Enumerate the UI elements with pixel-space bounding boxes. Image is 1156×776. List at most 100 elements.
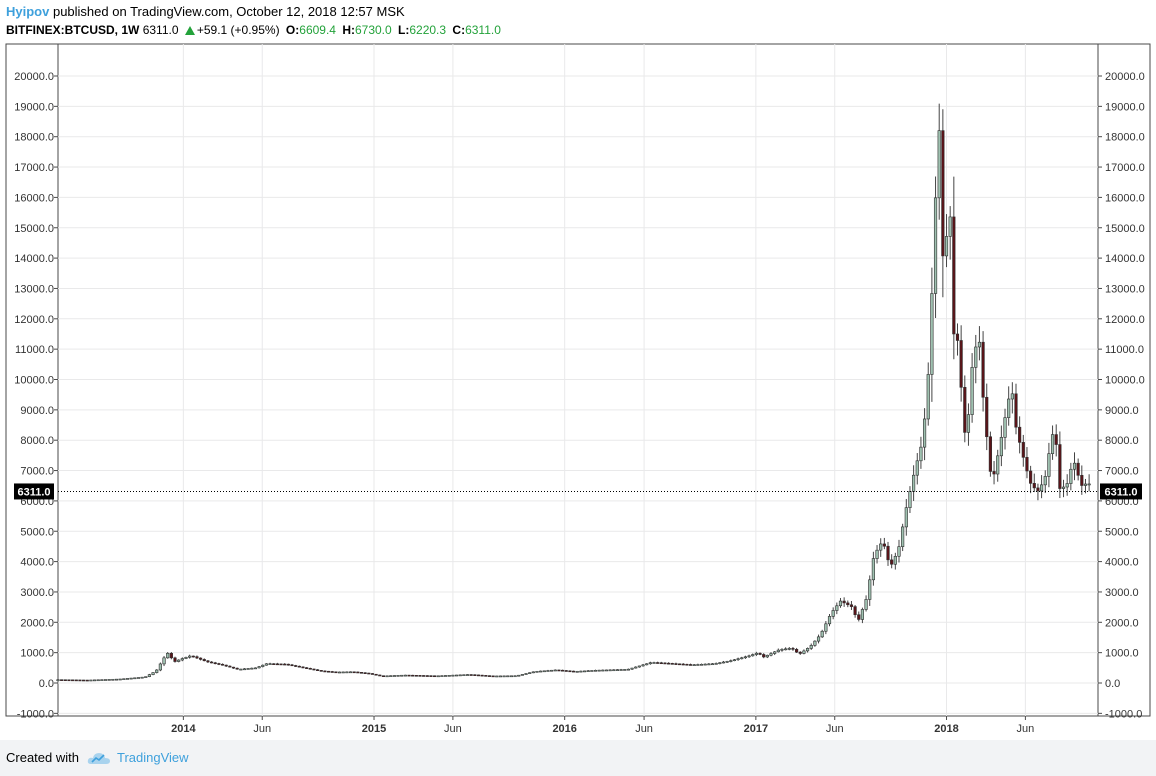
candle-up [926, 374, 930, 420]
candle-down [63, 679, 67, 682]
candle-up [838, 600, 843, 607]
candle-up [623, 669, 627, 671]
candle-down [688, 664, 693, 666]
candle-down [407, 674, 411, 677]
candle-up [436, 675, 440, 678]
candle-up [1007, 398, 1011, 418]
candle-up [743, 656, 747, 659]
candle-up [100, 679, 104, 681]
candle-down [356, 671, 360, 674]
y-tick-label-right: 11000.0 [1105, 344, 1144, 356]
candle-up [177, 659, 181, 662]
candle-up [465, 674, 470, 676]
candle-up [122, 678, 126, 681]
candle-down [352, 671, 356, 674]
candle-up [765, 654, 769, 658]
candle-up [977, 341, 982, 348]
y-tick-label-right: 18000.0 [1105, 132, 1145, 144]
tradingview-brand-link[interactable]: TradingView [117, 750, 189, 765]
candle-down [82, 679, 86, 682]
x-tick-label: 2017 [744, 723, 768, 735]
candle-up [184, 656, 188, 659]
candle-up [586, 670, 590, 672]
publish-info: published on TradingView.com, October 12… [52, 4, 405, 19]
candle-up [740, 657, 744, 660]
y-tick-label-left: 19000.0 [14, 101, 54, 113]
candle-up [773, 651, 777, 654]
candle-up [1050, 434, 1055, 454]
candle-up [868, 579, 872, 600]
author-name[interactable]: Hyipov [6, 4, 50, 19]
candle-down [663, 662, 667, 665]
candle-up [140, 676, 144, 679]
candle-down [1032, 483, 1036, 489]
candle-up [897, 546, 901, 557]
candle-down [656, 662, 660, 664]
candle-up [996, 455, 1000, 475]
candle-down [279, 663, 283, 666]
candle-up [253, 667, 258, 670]
y-tick-label-right: 7000.0 [1105, 466, 1139, 478]
candle-up [268, 663, 272, 665]
candle-down [209, 661, 214, 664]
candle-up [721, 661, 726, 664]
symbol-label: BITFINEX:BTCUSD, 1W [6, 23, 140, 37]
y-tick-label-left: 16000.0 [14, 192, 54, 204]
y-tick-label-left: 12000.0 [14, 314, 54, 326]
candle-up [546, 670, 550, 672]
candle-down [294, 665, 298, 667]
y-tick-label-right: 12000.0 [1105, 314, 1145, 326]
candle-up [879, 543, 883, 551]
last-price-label-left: 6311.0 [17, 486, 50, 498]
candle-down [78, 679, 82, 682]
high-label: H: [342, 23, 355, 37]
candle-up [403, 674, 407, 677]
y-tick-label-right: 17000.0 [1105, 162, 1145, 174]
y-tick-label-left: 17000.0 [14, 162, 54, 174]
price-chart[interactable]: 20000.0 20000.0 19000.0 19000.0 18000.0 18000… [0, 42, 1156, 740]
candle-down [564, 670, 568, 672]
candle-down [1076, 462, 1080, 476]
y-tick-label-right: 0.0 [1105, 678, 1120, 690]
candle-up [908, 491, 912, 508]
y-tick-label-left: 0.0 [39, 678, 54, 690]
candle-up [813, 640, 817, 646]
candle-down [557, 669, 561, 672]
candle-up [626, 668, 630, 671]
y-tick-label-right: 16000.0 [1105, 192, 1145, 204]
candle-up [531, 671, 535, 674]
candle-down [411, 674, 415, 677]
candle-up [824, 623, 828, 632]
candle-down [890, 559, 894, 565]
candle-down [561, 669, 565, 672]
candle-up [652, 662, 656, 664]
y-tick-label-right: 20000.0 [1105, 71, 1145, 83]
candle-down [312, 668, 316, 671]
candle-up [261, 664, 265, 667]
candle-down [272, 663, 276, 665]
close-label: C: [452, 23, 466, 37]
y-tick-label-left: 5000.0 [20, 526, 54, 538]
tradingview-cloud-icon[interactable] [87, 750, 111, 766]
candle-up [893, 555, 897, 565]
candle-up [787, 648, 791, 650]
candle-down [469, 674, 473, 676]
candle-down [433, 675, 437, 678]
candle-up [447, 675, 451, 677]
candle-up [725, 661, 729, 663]
candle-down [231, 666, 236, 669]
candle-down [297, 665, 301, 668]
y-tick-label-right: 1000.0 [1105, 648, 1139, 660]
candle-down [487, 675, 492, 677]
candle-up [180, 658, 184, 661]
candle-down [988, 436, 992, 472]
candle-up [1043, 476, 1047, 486]
x-tick-label: 2018 [934, 723, 958, 735]
candle-down [886, 545, 890, 561]
candle-up [784, 648, 788, 651]
candle-down [359, 672, 364, 674]
up-arrow-icon [184, 26, 195, 35]
candle-down [685, 663, 689, 666]
candle-down [959, 340, 963, 388]
candle-up [158, 663, 162, 671]
